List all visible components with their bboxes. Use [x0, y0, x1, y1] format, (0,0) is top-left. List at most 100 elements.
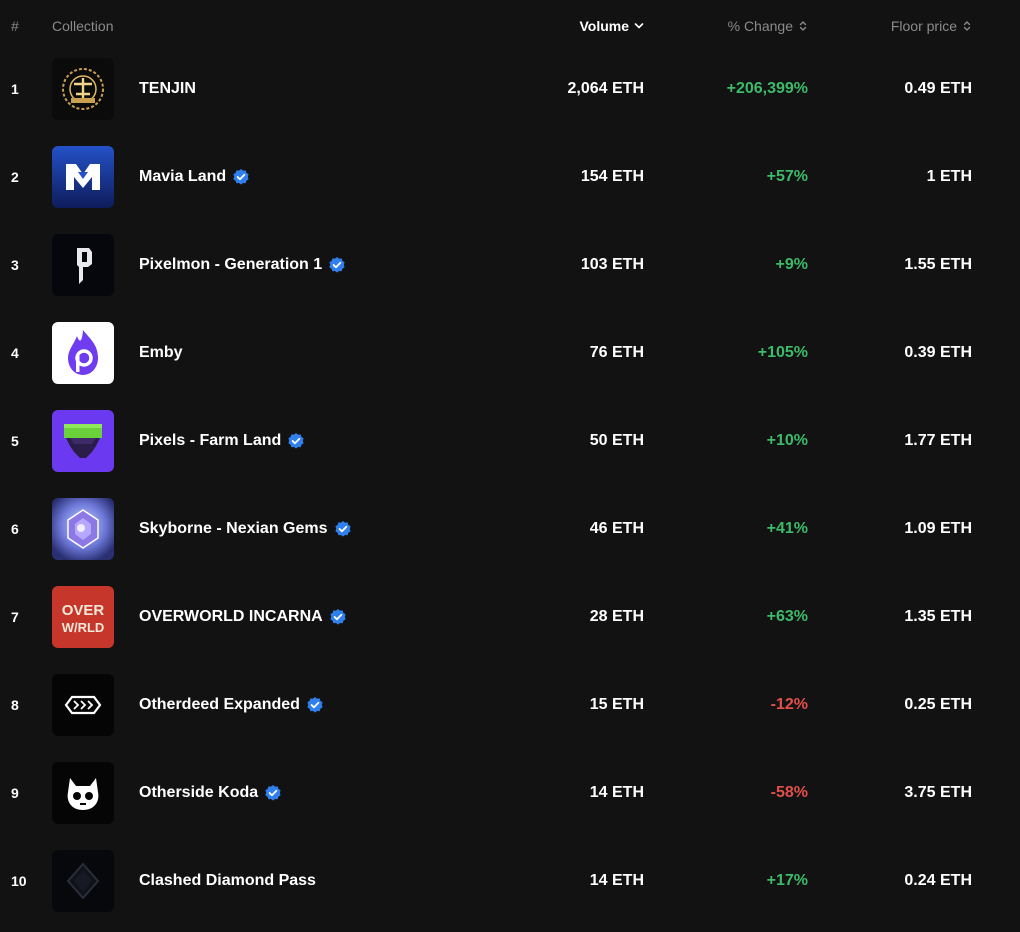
change-value: -58%: [770, 784, 808, 801]
volume-value: 103 ETH: [580, 256, 644, 273]
skyborne-logo-icon: [52, 498, 114, 560]
collection-name: Pixelmon - Generation 1: [139, 256, 323, 273]
rank-column-header: #: [11, 18, 19, 34]
floor-price-value: 1.09 ETH: [904, 520, 972, 537]
floor-price-value: 0.24 ETH: [904, 872, 972, 889]
volume-value: 2,064 ETH: [567, 80, 644, 97]
table-row[interactable]: 6 Skyborne - Nexian Gems 46 ETH +41% 1.09 ET…: [0, 485, 1020, 573]
table-row[interactable]: 9 Otherside Koda 14 ETH -58% 3.75 ETH: [0, 749, 1020, 837]
collection-name: TENJIN: [139, 80, 196, 97]
rank-number: 7: [11, 609, 19, 625]
collection-column-header: Collection: [52, 18, 114, 34]
collection-name-cell[interactable]: Clashed Diamond Pass: [139, 837, 316, 925]
floor-price-value: 1.55 ETH: [904, 256, 972, 273]
pixelmon-logo-icon: [52, 234, 114, 296]
collection-name: Otherdeed Expanded: [139, 696, 300, 713]
collection-name-cell[interactable]: Otherdeed Expanded: [139, 661, 324, 749]
volume-header-label: Volume: [579, 18, 629, 34]
svg-text:W/RLD: W/RLD: [62, 620, 105, 635]
verified-badge-icon: [288, 433, 304, 449]
floor-price-header-label: Floor price: [890, 18, 957, 34]
collection-name: Pixels - Farm Land: [139, 432, 282, 449]
collection-name-cell[interactable]: OVERWORLD INCARNA: [139, 573, 347, 661]
floor-price-value: 1 ETH: [926, 168, 972, 185]
table-row[interactable]: 5 Pixels - Farm Land 50 ETH +10% 1.77 ETH: [0, 397, 1020, 485]
change-value: +105%: [757, 344, 808, 361]
table-row[interactable]: 3 Pixelmon - Generation 1 103 ETH +9% 1.55 E…: [0, 221, 1020, 309]
collection-name: Mavia Land: [139, 168, 227, 185]
mavia-logo-icon: [52, 146, 114, 208]
change-value: +206,399%: [726, 80, 808, 97]
collection-name: Emby: [139, 344, 183, 361]
floor-price-value: 3.75 ETH: [904, 784, 972, 801]
collection-name: Otherside Koda: [139, 784, 259, 801]
rank-number: 3: [11, 257, 19, 273]
verified-badge-icon: [330, 609, 346, 625]
floor-price-value: 0.25 ETH: [904, 696, 972, 713]
change-header-label: % Change: [727, 18, 793, 34]
rank-number: 10: [11, 873, 27, 889]
table-row[interactable]: 8 Otherdeed Expanded 15 ETH -12% 0.25 ETH: [0, 661, 1020, 749]
table-row[interactable]: 1 TENJIN 2,064 ETH +206,399% 0.49 ETH: [0, 45, 1020, 133]
volume-value: 14 ETH: [589, 784, 644, 801]
change-value: +63%: [766, 608, 808, 625]
change-value: +10%: [766, 432, 808, 449]
rank-number: 8: [11, 697, 19, 713]
volume-value: 46 ETH: [589, 520, 644, 537]
volume-value: 76 ETH: [589, 344, 644, 361]
change-value: +9%: [775, 256, 808, 273]
floor-price-sort-header[interactable]: Floor price: [891, 18, 972, 34]
collection-name-cell[interactable]: Skyborne - Nexian Gems: [139, 485, 352, 573]
rank-number: 6: [11, 521, 19, 537]
koda-logo-icon: [52, 762, 114, 824]
collection-name-cell[interactable]: Pixels - Farm Land: [139, 397, 305, 485]
collection-name-cell[interactable]: Otherside Koda: [139, 749, 282, 837]
table-row[interactable]: 10 Clashed Diamond Pass 14 ETH +17% 0.24 ETH: [0, 837, 1020, 925]
otherdeed-logo-icon: [52, 674, 114, 736]
sort-arrows-icon: [963, 21, 971, 31]
verified-badge-icon: [334, 521, 351, 537]
floor-price-value: 1.77 ETH: [904, 432, 972, 449]
chevron-down-icon: [634, 23, 644, 29]
table-row[interactable]: 7 OVER W/RLD OVERWORLD INCARNA 28 ETH +63% 1.3…: [0, 573, 1020, 661]
floor-price-value: 0.39 ETH: [904, 344, 972, 361]
diamond-logo-icon: [52, 850, 114, 912]
change-sort-header[interactable]: % Change: [728, 18, 808, 34]
floor-price-value: 0.49 ETH: [904, 80, 972, 97]
rank-number: 5: [11, 433, 19, 449]
rank-number: 2: [11, 169, 19, 185]
change-value: +57%: [766, 168, 808, 185]
volume-value: 14 ETH: [589, 872, 644, 889]
rank-number: 1: [11, 81, 19, 97]
sort-arrows-icon: [799, 21, 807, 31]
rank-number: 4: [11, 345, 19, 361]
rank-number: 9: [11, 785, 19, 801]
floor-price-value: 1.35 ETH: [904, 608, 972, 625]
tenjin-logo-icon: [52, 58, 114, 120]
emby-logo-icon: [52, 322, 114, 384]
verified-badge-icon: [265, 785, 281, 801]
table-header: # Collection Volume % Change Floor price: [0, 0, 1020, 52]
table-row[interactable]: 2 Mavia Land 154 ETH +57% 1 ETH: [0, 133, 1020, 221]
collection-name-cell[interactable]: Pixelmon - Generation 1: [139, 221, 346, 309]
volume-value: 28 ETH: [589, 608, 644, 625]
verified-badge-icon: [233, 169, 249, 185]
volume-value: 15 ETH: [589, 696, 644, 713]
collection-name-cell[interactable]: Emby: [139, 309, 183, 397]
collection-name: Skyborne - Nexian Gems: [139, 520, 328, 537]
collection-name-cell[interactable]: TENJIN: [139, 45, 196, 133]
change-value: +41%: [766, 520, 808, 537]
pixels-logo-icon: [52, 410, 114, 472]
verified-badge-icon: [307, 697, 323, 713]
svg-text:OVER: OVER: [62, 602, 105, 619]
collection-name-cell[interactable]: Mavia Land: [139, 133, 250, 221]
volume-value: 154 ETH: [580, 168, 644, 185]
change-value: -12%: [770, 696, 808, 713]
overworld-logo-icon: OVER W/RLD: [52, 586, 114, 648]
table-row[interactable]: 4 Emby 76 ETH +105% 0.39 ETH: [0, 309, 1020, 397]
change-value: +17%: [766, 872, 808, 889]
volume-value: 50 ETH: [589, 432, 644, 449]
collection-name: OVERWORLD INCARNA: [139, 608, 323, 625]
volume-sort-header[interactable]: Volume: [579, 18, 644, 34]
